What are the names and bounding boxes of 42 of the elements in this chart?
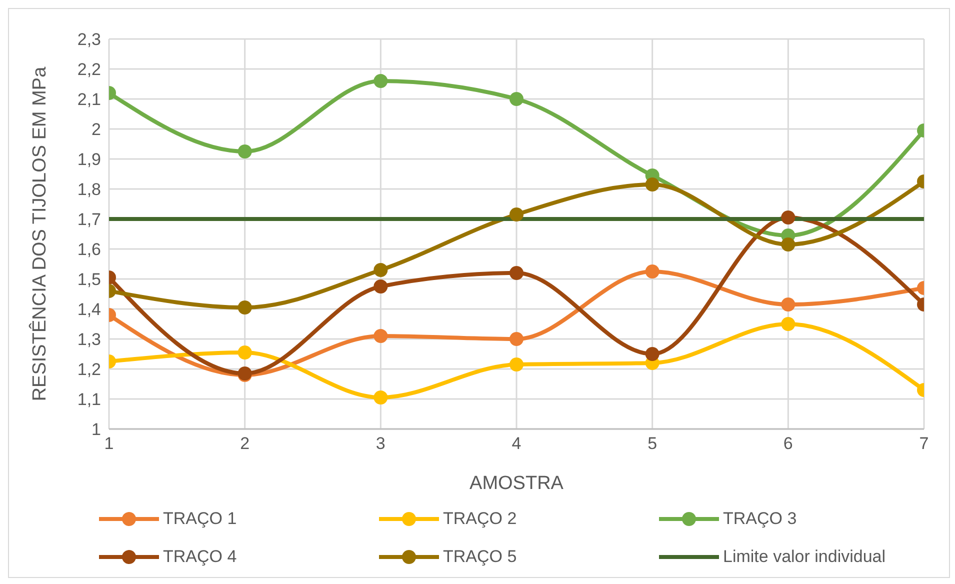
y-tick-label: 1,2 (77, 360, 101, 380)
x-tick-label: 2 (240, 434, 250, 454)
point (510, 208, 524, 222)
y-tick-label: 1,7 (77, 210, 101, 230)
point (374, 329, 388, 343)
y-tick-label: 1,3 (77, 330, 101, 350)
x-tick-label: 5 (648, 434, 658, 454)
y-tick-label: 2,2 (77, 60, 101, 80)
y-tick-label: 2,1 (77, 90, 101, 110)
point (374, 390, 388, 404)
y-tick-label: 1,9 (77, 150, 101, 170)
point (645, 264, 660, 278)
legend-label: Limite valor individual (723, 547, 886, 567)
y-tick-label: 1,5 (77, 270, 101, 290)
x-tick-label: 1 (104, 434, 114, 454)
point (645, 178, 660, 192)
point (510, 332, 524, 346)
point (510, 92, 524, 106)
y-tick-label: 2,3 (77, 30, 101, 50)
y-axis-title: RESISTÊNCIA DOS TIJOLOS EM MPa (28, 66, 51, 402)
point (510, 266, 524, 280)
point (374, 280, 388, 294)
legend-label: TRAÇO 2 (443, 509, 517, 529)
legend-label: TRAÇO 5 (443, 547, 517, 567)
y-tick-label: 1,4 (77, 300, 101, 320)
point (510, 358, 524, 372)
point (374, 74, 388, 88)
x-tick-label: 3 (376, 434, 386, 454)
y-tick-label: 1,6 (77, 240, 101, 260)
point (645, 347, 660, 361)
legend-label: TRAÇO 3 (723, 509, 797, 529)
x-axis-title: AMOSTRA (470, 473, 564, 494)
y-tick-label: 1,8 (77, 180, 101, 200)
point (374, 263, 388, 277)
legend-label: TRAÇO 1 (163, 509, 237, 529)
x-tick-label: 6 (783, 434, 793, 454)
y-tick-label: 1,1 (77, 390, 101, 410)
legend-label: TRAÇO 4 (163, 547, 237, 567)
x-tick-label: 7 (919, 434, 929, 454)
x-tick-label: 4 (512, 434, 522, 454)
y-tick-label: 1 (92, 420, 101, 440)
y-tick-label: 2 (92, 120, 101, 140)
